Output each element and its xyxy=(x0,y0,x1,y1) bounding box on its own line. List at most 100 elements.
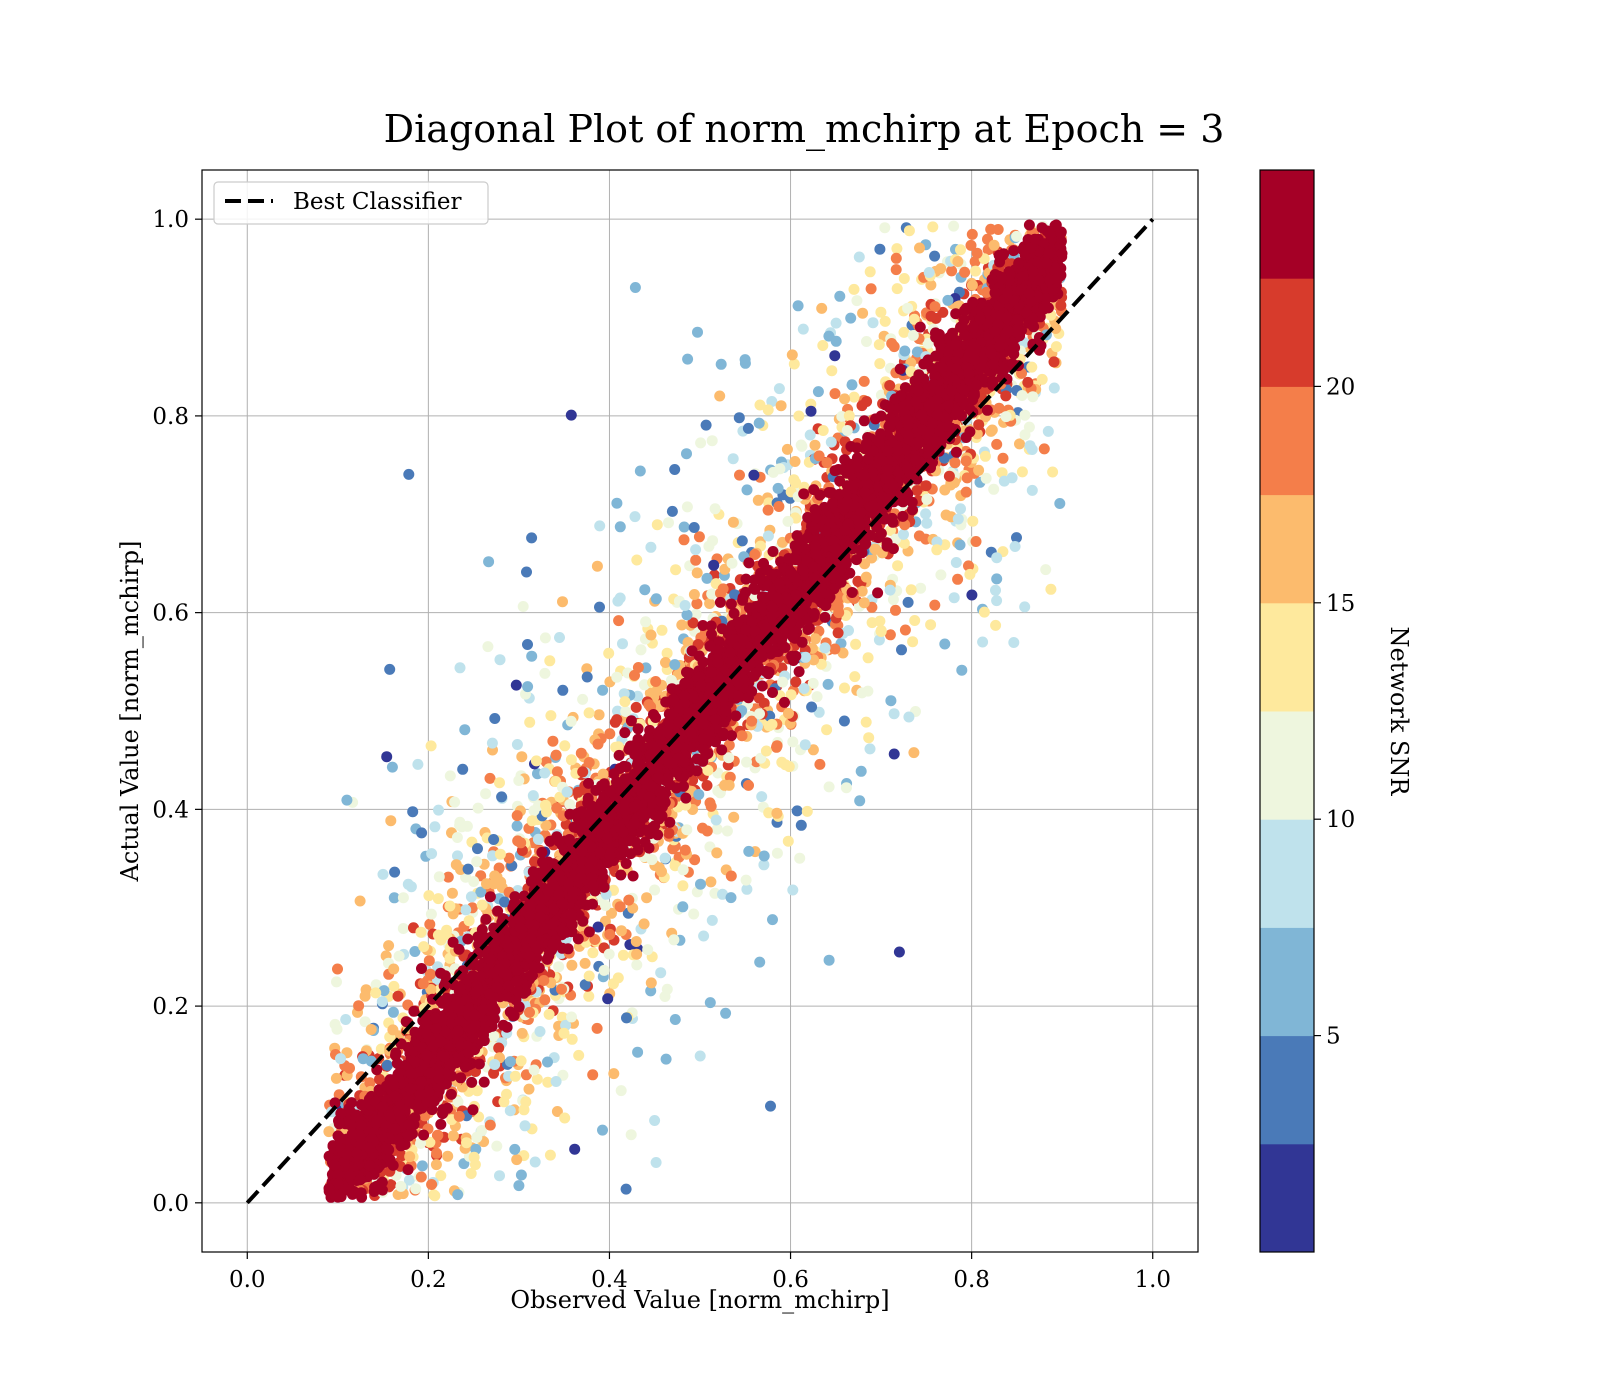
scatter-point xyxy=(741,756,752,768)
scatter-point xyxy=(632,662,644,673)
plot-area: 0.0 0.2 0.4 0.6 0.8 1.0 0.00.20.40.60.81.0 xyxy=(152,169,1199,1293)
scatter-point xyxy=(471,1085,483,1097)
scatter-point xyxy=(393,950,405,962)
scatter-point xyxy=(375,1043,387,1055)
scatter-point xyxy=(908,747,920,759)
scatter-point xyxy=(597,1124,608,1136)
scatter-point xyxy=(765,1100,776,1112)
scatter-point xyxy=(829,643,841,655)
scatter-point xyxy=(524,716,536,728)
scatter-point xyxy=(397,892,409,904)
scatter-point xyxy=(996,467,1008,479)
scatter-point xyxy=(679,600,691,611)
scatter-point xyxy=(682,353,694,365)
scatter-point xyxy=(611,671,623,683)
scatter-point xyxy=(859,558,871,570)
scatter-point xyxy=(701,572,713,584)
scatter-point xyxy=(604,928,616,940)
scatter-point xyxy=(774,463,786,475)
scatter-point xyxy=(566,1011,577,1023)
scatter-point xyxy=(922,337,934,349)
scatter-point xyxy=(948,592,960,604)
scatter-point xyxy=(680,792,692,804)
scatter-point xyxy=(846,379,858,391)
scatter-point xyxy=(538,975,550,986)
scatter-point xyxy=(432,893,444,905)
scatter-point xyxy=(905,584,917,596)
scatter-point xyxy=(544,655,556,667)
scatter-point xyxy=(851,295,863,307)
scatter-point xyxy=(511,1154,523,1166)
scatter-point xyxy=(444,770,456,782)
scatter-point xyxy=(858,375,870,387)
scatter-point xyxy=(948,220,960,232)
scatter-point xyxy=(754,956,766,968)
scatter-point xyxy=(429,1190,441,1202)
scatter-point xyxy=(631,959,643,971)
scatter-point xyxy=(746,715,758,727)
scatter-point xyxy=(629,511,641,523)
scatter-point xyxy=(733,412,745,424)
scatter-point xyxy=(611,714,623,726)
scatter-point xyxy=(793,410,805,422)
scatter-point xyxy=(504,1105,516,1117)
scatter-point xyxy=(798,683,810,694)
scatter-point xyxy=(660,657,671,668)
scatter-point xyxy=(463,915,475,927)
scatter-point xyxy=(541,806,552,818)
scatter-point xyxy=(344,1062,355,1074)
scatter-point xyxy=(728,811,740,823)
scatter-point xyxy=(459,724,471,736)
scatter-point xyxy=(687,617,699,629)
scatter-point xyxy=(630,701,642,713)
scatter-point xyxy=(651,685,663,697)
scatter-point xyxy=(891,283,903,295)
scatter-point xyxy=(418,941,430,953)
scatter-point xyxy=(874,358,886,370)
scatter-point xyxy=(645,985,657,997)
scatter-point xyxy=(462,863,474,875)
scatter-point xyxy=(790,676,802,688)
scatter-point xyxy=(762,530,774,542)
scatter-point xyxy=(614,521,626,533)
scatter-point xyxy=(829,388,841,400)
scatter-point xyxy=(833,607,845,619)
scatter-point xyxy=(964,568,976,580)
scatter-point xyxy=(431,1147,443,1159)
scatter-point xyxy=(423,890,435,902)
scatter-point xyxy=(690,554,702,566)
scatter-point xyxy=(709,503,721,515)
scatter-point xyxy=(961,472,973,484)
scatter-point xyxy=(823,954,835,966)
scatter-point xyxy=(943,470,955,482)
scatter-point xyxy=(551,802,563,814)
scatter-point xyxy=(491,1140,503,1152)
scatter-point xyxy=(447,1130,459,1142)
scatter-point xyxy=(450,859,462,871)
scatter-point xyxy=(783,707,794,719)
scatter-point xyxy=(483,556,495,568)
scatter-point xyxy=(587,947,599,959)
scatter-point xyxy=(481,878,492,890)
scatter-point xyxy=(898,273,910,284)
scatter-point xyxy=(424,918,436,930)
scatter-point xyxy=(704,997,716,1009)
scatter-point xyxy=(542,1056,553,1068)
scatter-point xyxy=(925,619,937,631)
scatter-point xyxy=(639,584,651,596)
scatter-point xyxy=(465,891,477,903)
scatter-point xyxy=(618,688,630,700)
scatter-point xyxy=(594,601,605,613)
scatter-point xyxy=(631,554,643,566)
scatter-point xyxy=(921,517,933,529)
scatter-point xyxy=(897,510,909,522)
scatter-point xyxy=(433,871,445,883)
scatter-point xyxy=(946,265,958,277)
scatter-point xyxy=(1019,601,1031,613)
scatter-point xyxy=(517,601,529,612)
scatter-point xyxy=(885,695,897,707)
scatter-point xyxy=(557,596,568,608)
scatter-point xyxy=(656,866,667,878)
scatter-point xyxy=(561,786,573,798)
scatter-point xyxy=(921,493,933,505)
